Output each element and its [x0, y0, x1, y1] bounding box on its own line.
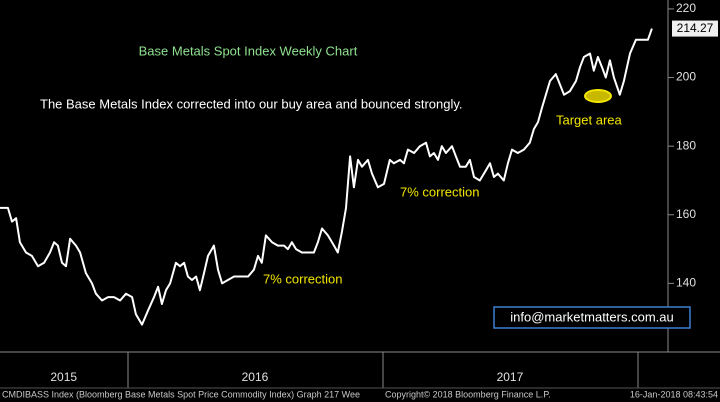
x-tick-label: 2016 — [242, 370, 269, 384]
last-value-box — [672, 20, 718, 37]
footer-left: CMDIBASS Index (Bloomberg Base Metals Sp… — [2, 389, 360, 399]
y-tick-label: 160 — [676, 207, 696, 221]
price-line — [0, 28, 653, 326]
y-tick-label: 200 — [676, 70, 696, 84]
last-value-label: 214.27 — [677, 21, 714, 35]
footer-center: Copyright© 2018 Bloomberg Finance L.P. — [385, 389, 551, 399]
x-tick-label: 2017 — [497, 370, 524, 384]
y-tick-label: 140 — [676, 276, 696, 290]
y-tick-label: 180 — [676, 138, 696, 152]
y-tick-label: 220 — [676, 1, 696, 15]
footer-right: 16-Jan-2018 08:43:54 — [630, 389, 718, 399]
chart-title: Base Metals Spot Index Weekly Chart — [139, 43, 358, 58]
annotation: 7% correction — [400, 184, 479, 199]
email: info@marketmatters.com.au — [510, 309, 673, 324]
target-ellipse — [584, 89, 612, 103]
email-box — [493, 306, 691, 329]
annotation: The Base Metals Index corrected into our… — [40, 96, 463, 111]
x-tick-label: 2015 — [50, 370, 77, 384]
annotation: 7% correction — [263, 271, 342, 286]
annotation: Target area — [556, 112, 623, 127]
